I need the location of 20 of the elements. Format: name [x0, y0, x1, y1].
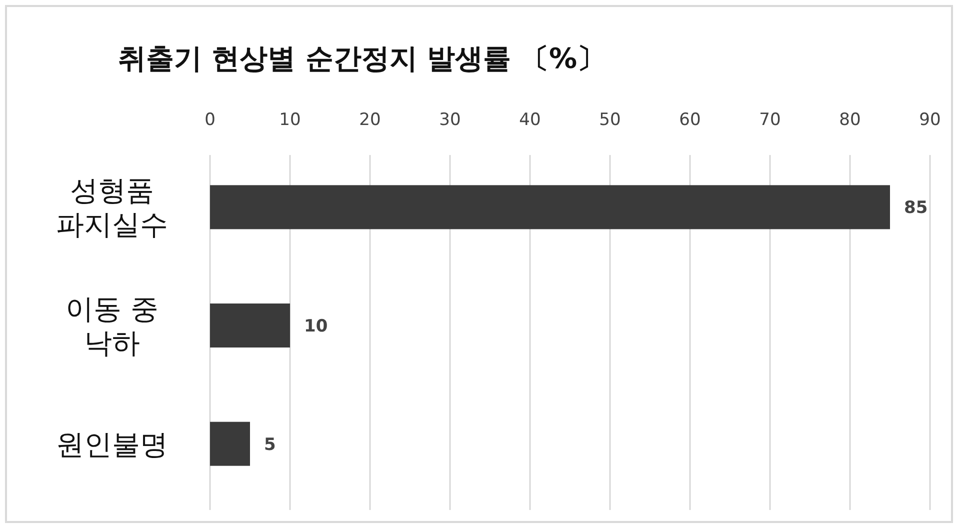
- data-label: 10: [304, 316, 328, 336]
- x-tick-label: 30: [439, 110, 461, 130]
- y-tick-label: 성형품 파지실수: [56, 174, 168, 242]
- x-tick-label: 70: [759, 110, 781, 130]
- x-tick-label: 90: [919, 110, 941, 130]
- bar: [210, 304, 290, 348]
- x-tick-label: 60: [679, 110, 701, 130]
- y-tick-label: 이동 중 낙하: [66, 292, 158, 360]
- x-tick-label: 50: [599, 110, 621, 130]
- data-label: 5: [264, 434, 276, 455]
- x-tick-label: 20: [359, 110, 381, 130]
- bar: [210, 422, 250, 466]
- y-tick-label: 원인불명: [56, 428, 168, 461]
- bar: [210, 185, 890, 230]
- x-tick-label: 10: [279, 110, 301, 130]
- chart-title: 취출기 현상별 순간정지 발생률 〔%〕: [118, 42, 606, 75]
- x-tick-label: 40: [519, 110, 541, 130]
- data-label: 85: [904, 198, 928, 218]
- x-tick-label: 80: [839, 110, 861, 130]
- x-tick-label: 0: [204, 110, 216, 130]
